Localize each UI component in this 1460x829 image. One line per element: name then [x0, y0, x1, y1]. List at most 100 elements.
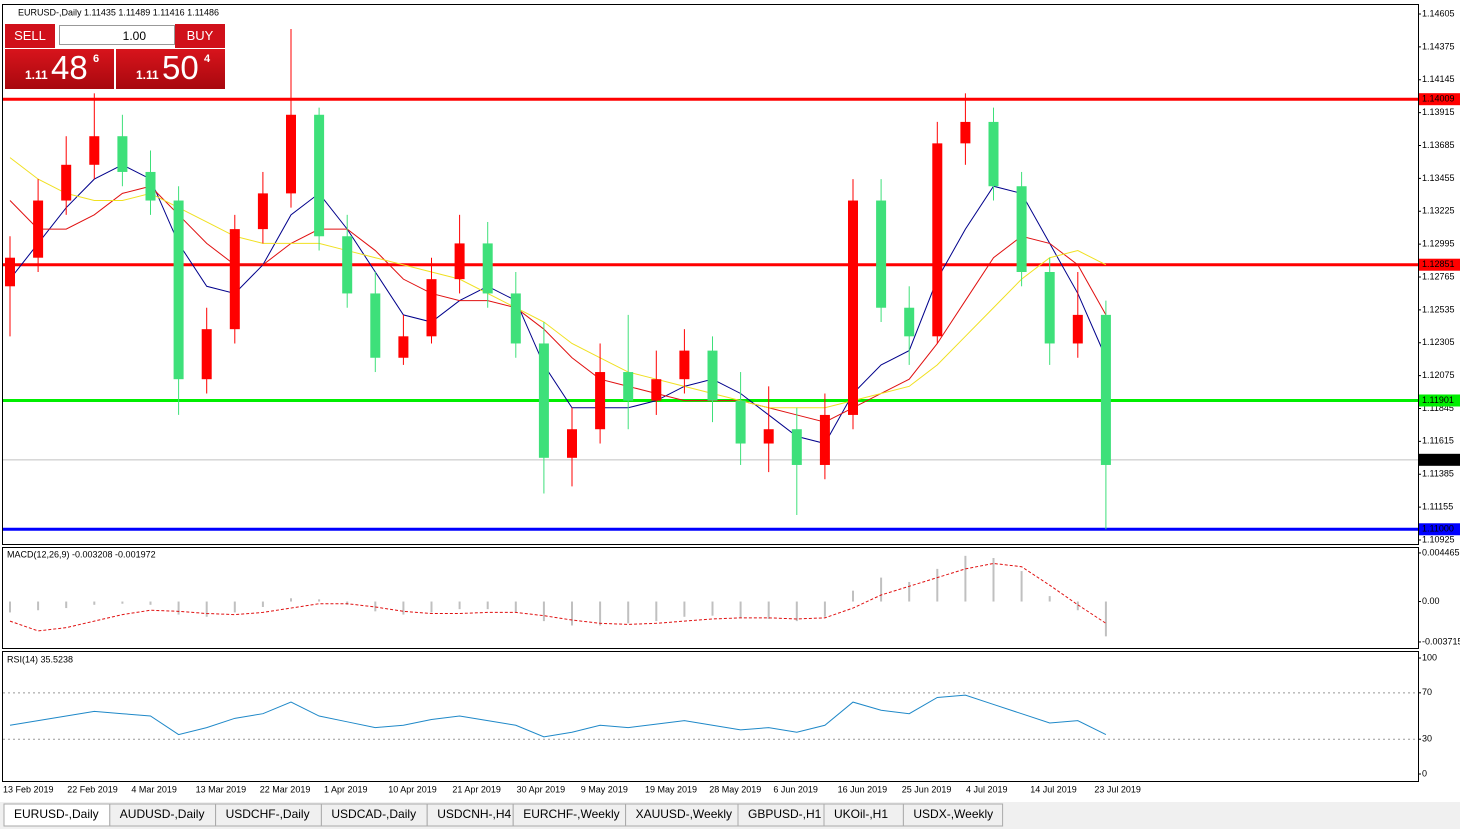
indicator-line [9, 694, 1107, 738]
y-tick-label: 1.12765 [1422, 271, 1455, 281]
macd-bar [149, 601, 152, 605]
candle-body [286, 114, 296, 194]
candle-body [201, 329, 212, 380]
macd-bar [739, 601, 742, 618]
macd-bar [571, 601, 573, 626]
macd-bar [599, 601, 602, 626]
y-tick-label: 1.12305 [1422, 337, 1455, 347]
y-tick-label: 1.11155 [1422, 501, 1453, 511]
date-label: 22 Mar 2019 [260, 784, 311, 794]
candle-body [1072, 314, 1083, 344]
date-label: 16 Jun 2019 [838, 784, 888, 794]
date-label: 9 May 2019 [581, 784, 628, 794]
chart-title: EURUSD-,Daily 1.11435 1.11489 1.11416 1.… [18, 7, 219, 17]
macd-bar [346, 601, 349, 605]
candle-body [763, 429, 774, 444]
macd-bar [121, 601, 124, 604]
ask-prefix: 1.11 [136, 68, 159, 82]
tab-label: EURCHF-,Weekly [523, 807, 619, 821]
lot-input[interactable]: 1.00 [59, 25, 175, 45]
macd-bar [1020, 571, 1023, 602]
y-tick-label: 1.11615 [1422, 436, 1454, 446]
macd-bar [318, 599, 321, 602]
macd-bar [908, 581, 911, 602]
y-tick-label: 0.00 [1422, 596, 1440, 606]
rsi-frame [2, 651, 1419, 782]
y-tick-label: 1.13225 [1422, 206, 1455, 216]
candle-body [932, 143, 943, 337]
macd-bar [205, 601, 208, 617]
candle-body [257, 193, 268, 230]
candle-body [960, 121, 971, 144]
candle-body [1016, 186, 1027, 272]
ask-price[interactable]: 1.11 50 4 [116, 49, 225, 89]
tab-label: GBPUSD-,H1 [748, 807, 822, 821]
macd-bar [823, 601, 826, 617]
macd-bar [852, 590, 854, 602]
macd-bar [683, 601, 686, 617]
candle-body [173, 200, 184, 380]
tab[interactable] [902, 803, 1004, 827]
y-tick-label: 30 [1422, 734, 1432, 744]
tab-label: USDCNH-,H4 [437, 807, 511, 821]
macd-bar [430, 601, 433, 613]
sell-button[interactable]: SELL [5, 24, 55, 48]
macd-bar [542, 601, 545, 622]
y-tick-label: 1.14375 [1422, 41, 1455, 51]
macd-bar [458, 601, 461, 610]
candle-body [1100, 314, 1111, 465]
macd-bar [486, 601, 489, 610]
candle-body [1044, 271, 1055, 344]
tab-label: AUDUSD-,Daily [120, 807, 205, 821]
trade-panel: SELL 1.00 BUY 1.11 48 6 1.11 50 4 [5, 24, 225, 90]
bid-price[interactable]: 1.11 48 6 [5, 49, 114, 89]
candle-body [342, 236, 353, 294]
tab-label: USDCHF-,Daily [226, 807, 310, 821]
y-tick-label: -0.003715 [1422, 636, 1460, 646]
macd-title: MACD(12,26,9) -0.003208 -0.001972 [7, 549, 156, 559]
candle-body [567, 429, 577, 458]
macd-bar [37, 601, 40, 611]
y-tick-label: 1.10925 [1422, 534, 1455, 544]
candle-body [904, 307, 915, 337]
last-price-label: 1.11486 [1422, 454, 1454, 464]
macd-bar [514, 601, 517, 613]
macd-bar [1076, 601, 1079, 611]
date-label: 14 Jul 2019 [1030, 784, 1077, 794]
macd-bar [655, 601, 658, 622]
macd-bar [65, 601, 68, 609]
y-tick-label: 1.12075 [1422, 370, 1455, 380]
candle-body [848, 200, 858, 415]
candle-body [623, 372, 634, 401]
y-tick-label: 70 [1422, 687, 1432, 697]
macd-bar [233, 601, 236, 613]
rsi-title: RSI(14) 35.5238 [7, 654, 73, 664]
candle-body [819, 414, 830, 465]
candle-body [595, 372, 606, 430]
y-tick-label: 100 [1422, 652, 1437, 662]
macd-frame [2, 547, 1419, 649]
candle-body [735, 400, 746, 444]
date-label: 13 Feb 2019 [3, 784, 54, 794]
macd-bar [1104, 601, 1107, 637]
macd-bar [1048, 596, 1051, 602]
macd-bar [93, 601, 96, 605]
date-label: 4 Mar 2019 [131, 784, 177, 794]
date-label: 10 Apr 2019 [388, 784, 437, 794]
buy-button[interactable]: BUY [175, 24, 225, 48]
macd-bar [767, 601, 770, 619]
tab-label: USDX-,Weekly [913, 807, 993, 821]
candle-body [651, 379, 662, 401]
candle-body [454, 243, 465, 280]
y-tick-label: 1.13685 [1422, 140, 1455, 150]
date-label: 22 Feb 2019 [67, 784, 118, 794]
macd-bar [992, 558, 995, 602]
level-label: 1.14009 [1422, 94, 1455, 104]
ask-sup: 4 [204, 53, 211, 65]
candle-body [145, 171, 156, 201]
candle-body [89, 136, 100, 165]
macd-bar [936, 568, 939, 602]
candle-body [229, 229, 240, 330]
